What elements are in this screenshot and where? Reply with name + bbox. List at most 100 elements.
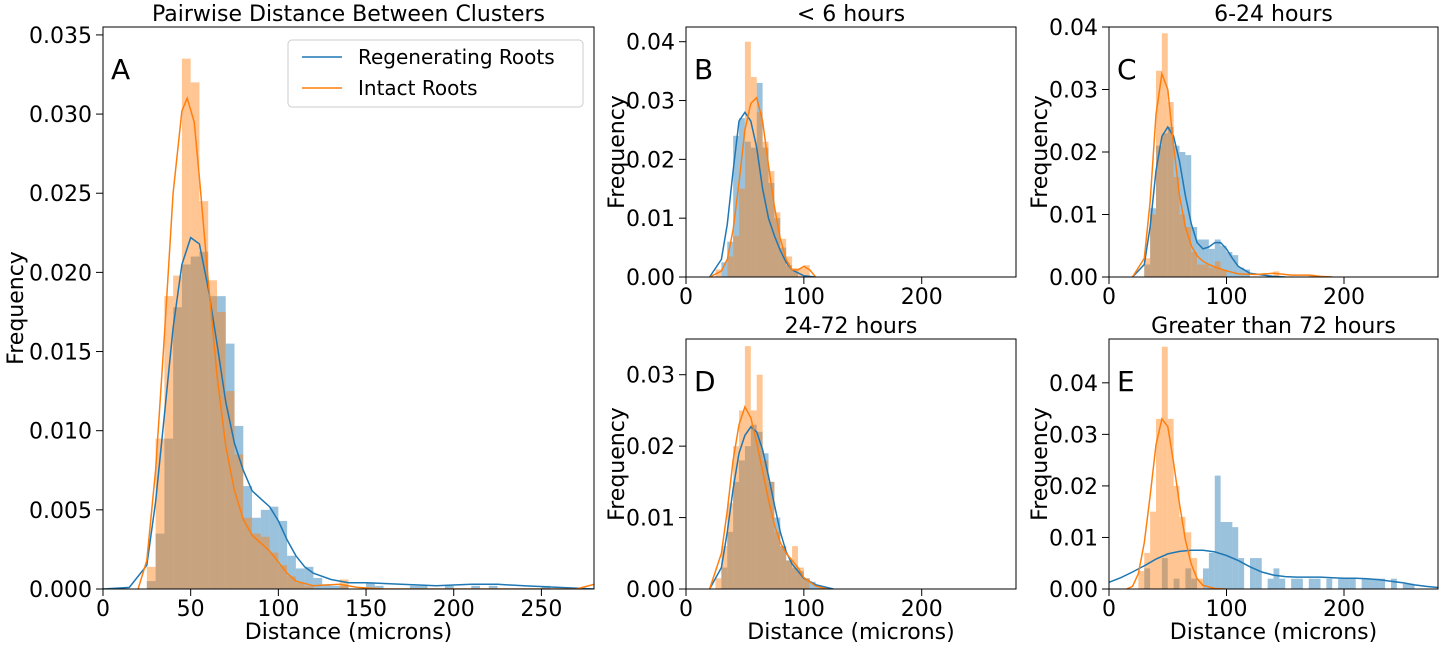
- panel-a-y-axis-label: Frequency: [4, 251, 29, 365]
- panel-d-intact-bar: [750, 410, 757, 589]
- panel-e-regenerating-bar: [1408, 583, 1415, 589]
- panel-c-intact-kde-line: [1131, 70, 1333, 277]
- panel-c-intact-bar: [1156, 70, 1162, 277]
- panel-e-regenerating-bar: [1379, 578, 1386, 589]
- panel-c-regenerating-bar: [1208, 248, 1215, 277]
- panel-e-x-tick-label: 100: [1206, 597, 1248, 622]
- panel-e-intact-kde-line: [1126, 417, 1227, 589]
- panel-b-intact-bar: [768, 171, 775, 277]
- panel-e-title: Greater than 72 hours: [1151, 314, 1396, 339]
- panel-c-regenerating-bar: [1144, 264, 1151, 277]
- panel-a-x-tick-label: 200: [433, 597, 475, 622]
- panel-a-x-tick-label: 150: [345, 597, 387, 622]
- panel-c-regenerating-bar: [1167, 127, 1174, 277]
- panel-b-regenerating-bar: [786, 265, 793, 277]
- panel-b-regenerating-bar: [768, 182, 775, 277]
- panel-a-panel-letter: A: [111, 53, 130, 86]
- panel-b-x-tick-label: 200: [901, 285, 943, 310]
- panel-d-intact-bar: [727, 503, 734, 589]
- panel-e-regenerating-bar: [1373, 578, 1380, 589]
- panel-e-regenerating-bar: [1308, 578, 1315, 589]
- panel-e-intact-bar: [1167, 418, 1174, 589]
- panel-d-regenerating-bar: [768, 481, 775, 589]
- panel-c-y-tick-label: 0.01: [1049, 204, 1098, 229]
- panel-a-y-tick-label: 0.010: [29, 420, 92, 445]
- panel-a-y-tick-label: 0.015: [29, 341, 92, 366]
- panel-a-regenerating-bar: [444, 585, 454, 589]
- panel-d-intact-bar: [756, 374, 763, 589]
- panel-d-intact-bar: [786, 560, 793, 589]
- panel-a-intact-bar: [146, 566, 156, 589]
- panel-e-regenerating-bar: [1144, 568, 1151, 589]
- panel-c-x-tick-label: 0: [1102, 285, 1116, 310]
- panel-c-intact-bar: [1191, 252, 1198, 277]
- panel-b-regenerating-bar: [756, 82, 763, 277]
- panel-d-regenerating-bar: [739, 460, 745, 589]
- panel-e-regenerating-bar: [1203, 568, 1209, 589]
- panel-b-y-tick-label: 0.00: [626, 266, 675, 291]
- legend-label-intact: Intact Roots: [358, 76, 478, 100]
- panel-d-x-axis-label: Distance (microns): [747, 620, 954, 645]
- panel-b-intact-bar: [797, 268, 804, 277]
- panel-c-y-tick-label: 0.02: [1049, 141, 1098, 166]
- panel-b-regenerating-bar: [727, 241, 734, 277]
- panel-e-intact-bar: [1156, 418, 1162, 589]
- panel-c-intact-bar: [1208, 267, 1215, 277]
- panel-c-regenerating-bar: [1232, 255, 1239, 277]
- panel-e-intact-bar: [1144, 552, 1151, 589]
- panel-e-regenerating-bar: [1361, 578, 1368, 589]
- panel-a-regenerating-bar: [146, 581, 156, 589]
- panel-c-plot-area: [1131, 33, 1333, 277]
- panel-a-regenerating-bar: [313, 577, 323, 589]
- panel-a-x-tick-label: 0: [96, 597, 110, 622]
- panel-c-title: 6-24 hours: [1214, 2, 1333, 27]
- panel-e-regenerating-bar: [1279, 578, 1286, 589]
- panel-a-regenerating-bar: [190, 256, 200, 589]
- panel-b-regenerating-bar: [739, 118, 745, 277]
- panel-a-legend: Regenerating Roots Intact Roots: [287, 39, 584, 108]
- panel-c-y-tick-label: 0.04: [1049, 16, 1098, 41]
- panel-a-intact-bar: [339, 579, 349, 589]
- panel-b-intact-bar: [750, 77, 757, 277]
- panel-b-axes-frame: [685, 26, 1017, 278]
- panel-a-regenerating-bar: [252, 517, 261, 589]
- panel-b-panel-letter: B: [694, 53, 713, 86]
- panel-a-y-tick-label: 0.000: [29, 578, 92, 603]
- panel-c-intact-bar: [1167, 102, 1174, 277]
- panel-d-regenerating-bar: [721, 567, 728, 589]
- panel-c-x-tick-label: 200: [1323, 285, 1365, 310]
- panel-a-intact-bar: [234, 454, 244, 589]
- panel-a-regenerating-bar: [488, 585, 498, 589]
- panel-e-regenerating-bar: [1338, 578, 1344, 589]
- panel-e-y-tick-label: 0.00: [1049, 578, 1098, 603]
- panel-d-y-axis-label: Frequency: [605, 407, 630, 521]
- panel-b-regenerating-bar: [750, 147, 757, 277]
- legend-label-regenerating: Regenerating Roots: [358, 45, 555, 69]
- panel-c-y-axis-label: Frequency: [1028, 95, 1053, 209]
- panel-c-intact-bar: [1185, 227, 1192, 277]
- panel-c-intact-bar: [1144, 258, 1151, 277]
- panel-a-regenerating-bar: [278, 520, 288, 589]
- panel-e-regenerating-bar: [1267, 578, 1274, 589]
- panel-e-y-tick-label: 0.03: [1049, 423, 1098, 448]
- panel-c-regenerating-bar: [1161, 133, 1168, 277]
- panel-e-regenerating-bar: [1238, 558, 1245, 589]
- panel-d-regenerating-bar: [744, 446, 751, 589]
- panel-e-x-axis-label: Distance (microns): [1170, 620, 1377, 645]
- panel-c-regenerating-bar: [1220, 245, 1227, 277]
- panel-e-regenerating-bar: [1391, 578, 1397, 589]
- panel-a-regenerating-bar: [243, 486, 253, 589]
- panel-c-panel-letter: C: [1117, 53, 1137, 86]
- panel-c-regenerating-kde-line: [1131, 125, 1286, 277]
- panel-c-intact-bar: [1173, 177, 1180, 277]
- panel-a-intact-bar: [208, 280, 217, 589]
- panel-c-regenerating-bar: [1244, 269, 1250, 277]
- panel-b-y-tick-label: 0.01: [626, 207, 675, 232]
- panel-a-regenerating-bar: [471, 585, 481, 589]
- panel-a-intact-bar: [252, 533, 261, 589]
- panel-a-x-tick-label: 100: [257, 597, 299, 622]
- panel-a-regenerating-bar: [260, 509, 270, 589]
- panel-b-regenerating-bar: [744, 141, 751, 277]
- panel-d-regenerating-bar: [733, 481, 740, 589]
- panel-e-regenerating-bar: [1314, 578, 1321, 589]
